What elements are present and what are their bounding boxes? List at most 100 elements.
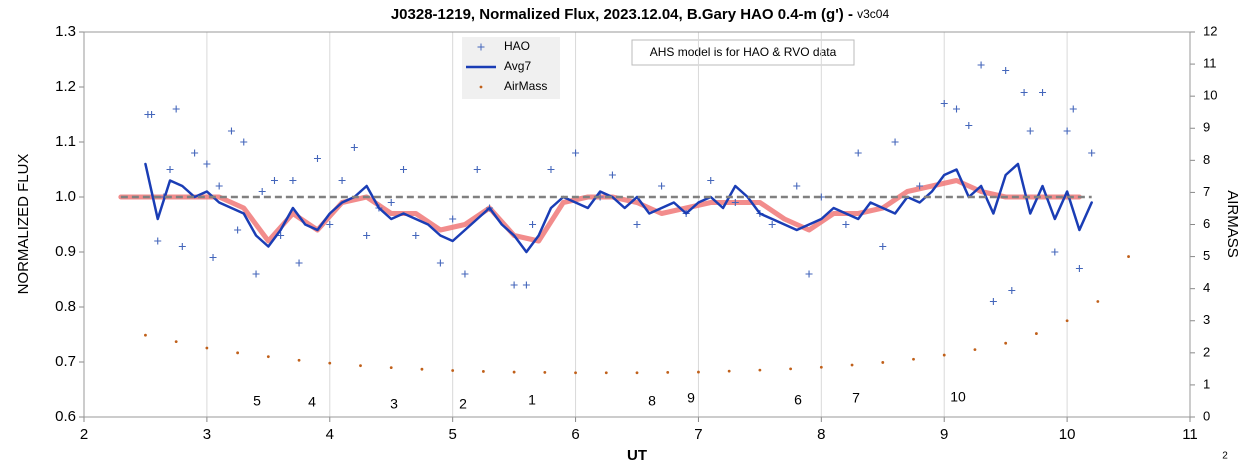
point — [510, 281, 518, 289]
point — [1069, 105, 1077, 113]
point — [1051, 248, 1059, 256]
chart-title: J0328-1219, Normalized Flux, 2023.12.04,… — [391, 6, 890, 23]
point — [574, 371, 577, 375]
point — [451, 369, 455, 372]
point — [313, 155, 321, 162]
point — [572, 149, 580, 157]
point — [389, 366, 393, 369]
y-tick-label: 0.9 — [55, 243, 76, 260]
point — [295, 259, 303, 267]
point — [203, 160, 211, 168]
y2-tick-label: 2 — [1203, 344, 1210, 359]
point — [522, 281, 530, 289]
point — [1127, 255, 1130, 258]
point — [338, 177, 346, 184]
y2-tick-label: 11 — [1203, 56, 1217, 71]
point — [942, 353, 946, 357]
point — [989, 298, 997, 305]
point — [227, 127, 235, 135]
annotation: 8 — [648, 393, 656, 409]
point — [1004, 341, 1008, 345]
point — [965, 122, 973, 129]
y2-tick-label: 3 — [1203, 312, 1210, 327]
point — [1034, 332, 1038, 335]
point — [461, 270, 469, 278]
point — [879, 243, 887, 250]
note: AHS model is for HAO & RVO data — [650, 45, 837, 59]
point — [768, 221, 776, 228]
point — [635, 371, 639, 375]
point — [604, 371, 608, 375]
point — [350, 144, 358, 151]
legend-label: Avg7 — [504, 59, 531, 73]
series-line — [144, 162, 1093, 254]
point — [289, 177, 297, 184]
point — [1020, 89, 1028, 96]
point — [916, 182, 924, 190]
point — [707, 177, 715, 184]
point — [178, 243, 186, 250]
point — [912, 357, 915, 361]
point — [205, 346, 209, 350]
point — [359, 364, 362, 368]
point — [363, 232, 371, 239]
point — [481, 370, 485, 373]
point — [697, 370, 700, 374]
point — [236, 351, 240, 355]
annotation: 4 — [308, 394, 316, 410]
annotation: 3 — [390, 396, 398, 412]
corner-label: 2 — [1222, 451, 1228, 462]
point — [805, 270, 813, 278]
y-tick-label: 0.7 — [55, 353, 76, 370]
point — [174, 340, 178, 344]
point — [973, 348, 977, 352]
y2-tick-label: 5 — [1203, 248, 1210, 263]
point — [731, 199, 739, 206]
point — [252, 270, 260, 278]
note-box — [631, 39, 855, 66]
point — [297, 358, 301, 362]
point — [658, 182, 666, 190]
x-tick-label: 10 — [1059, 426, 1076, 443]
annotation: 5 — [253, 393, 261, 409]
y-tick-label: 1.2 — [55, 78, 76, 95]
point — [234, 226, 242, 234]
point — [191, 149, 199, 157]
legend-swatch — [479, 85, 483, 89]
point — [240, 138, 248, 146]
point — [328, 361, 332, 365]
point — [842, 221, 850, 228]
point — [953, 105, 961, 113]
y-tick-label: 1.1 — [55, 133, 76, 150]
x-tick-label: 11 — [1182, 426, 1198, 443]
point — [881, 361, 885, 364]
point — [633, 221, 641, 228]
x-tick-label: 7 — [694, 426, 702, 443]
point — [543, 371, 547, 374]
point — [666, 371, 670, 374]
x-tick-label: 3 — [203, 426, 211, 443]
y-tick-label: 1.3 — [55, 23, 76, 40]
point — [1075, 265, 1083, 272]
point — [1002, 67, 1010, 74]
y2-tick-label: 12 — [1203, 23, 1217, 38]
x-tick-label: 9 — [940, 426, 948, 443]
title-main: J0328-1219, Normalized Flux, 2023.12.04,… — [391, 6, 857, 23]
point — [436, 259, 444, 267]
point — [400, 166, 408, 173]
point — [144, 333, 147, 337]
point — [473, 166, 481, 173]
annotation: 7 — [852, 390, 860, 406]
point — [215, 182, 223, 190]
y2-tick-label: 6 — [1203, 216, 1210, 231]
x-tick-label: 8 — [817, 426, 825, 443]
point — [1008, 287, 1016, 294]
legend-swatch — [477, 43, 485, 51]
point — [819, 365, 823, 369]
point — [277, 232, 285, 239]
annotation: 9 — [687, 390, 695, 406]
legend-label: HAO — [504, 39, 530, 53]
legend-label: AirMass — [504, 79, 547, 93]
y2-tick-label: 8 — [1203, 152, 1210, 167]
